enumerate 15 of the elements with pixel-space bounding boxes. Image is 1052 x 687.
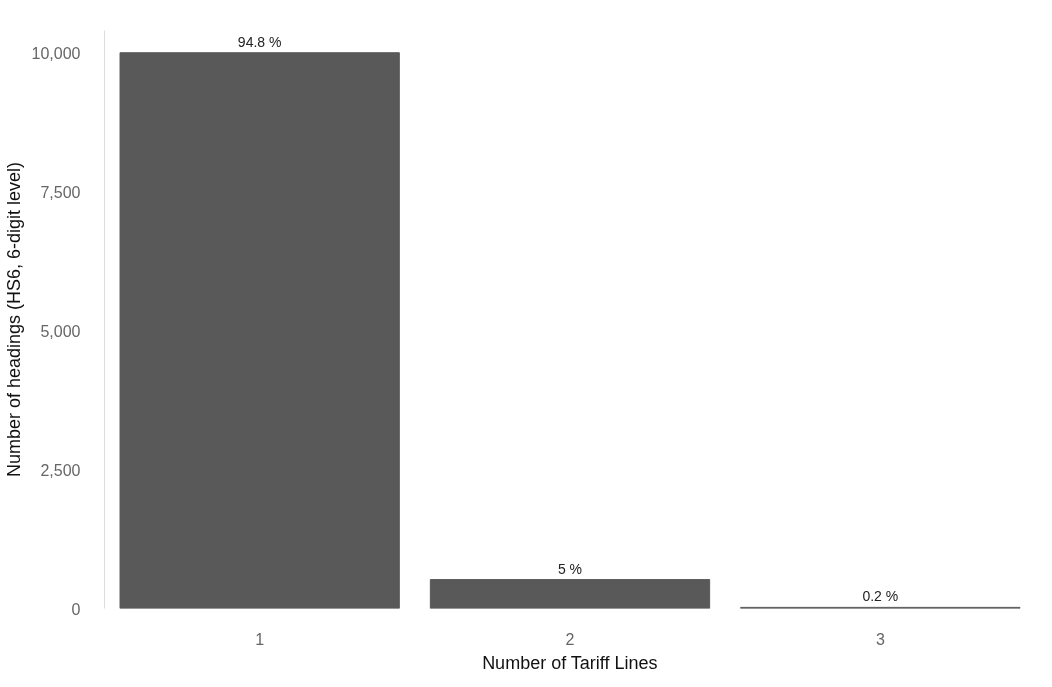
y-tick-label: 0 bbox=[71, 600, 81, 618]
x-tick-label: 2 bbox=[565, 630, 575, 648]
x-axis-title: Number of Tariff Lines bbox=[482, 652, 658, 673]
y-tick-label: 2,500 bbox=[40, 461, 81, 479]
y-tick-label: 10,000 bbox=[31, 44, 81, 62]
y-axis-title: Number of headings (HS6, 6-digit level) bbox=[3, 161, 24, 478]
bar bbox=[429, 579, 711, 609]
annotation: 94.8 % bbox=[237, 33, 282, 50]
bar bbox=[119, 52, 400, 609]
annotation: 5 % bbox=[557, 560, 583, 577]
y-tick-label: 5,000 bbox=[40, 322, 81, 340]
x-tick-label: 3 bbox=[875, 630, 885, 648]
x-tick-label: 1 bbox=[255, 630, 265, 648]
y-tick-label: 7,500 bbox=[40, 183, 81, 201]
annotation: 0.2 % bbox=[862, 588, 899, 605]
